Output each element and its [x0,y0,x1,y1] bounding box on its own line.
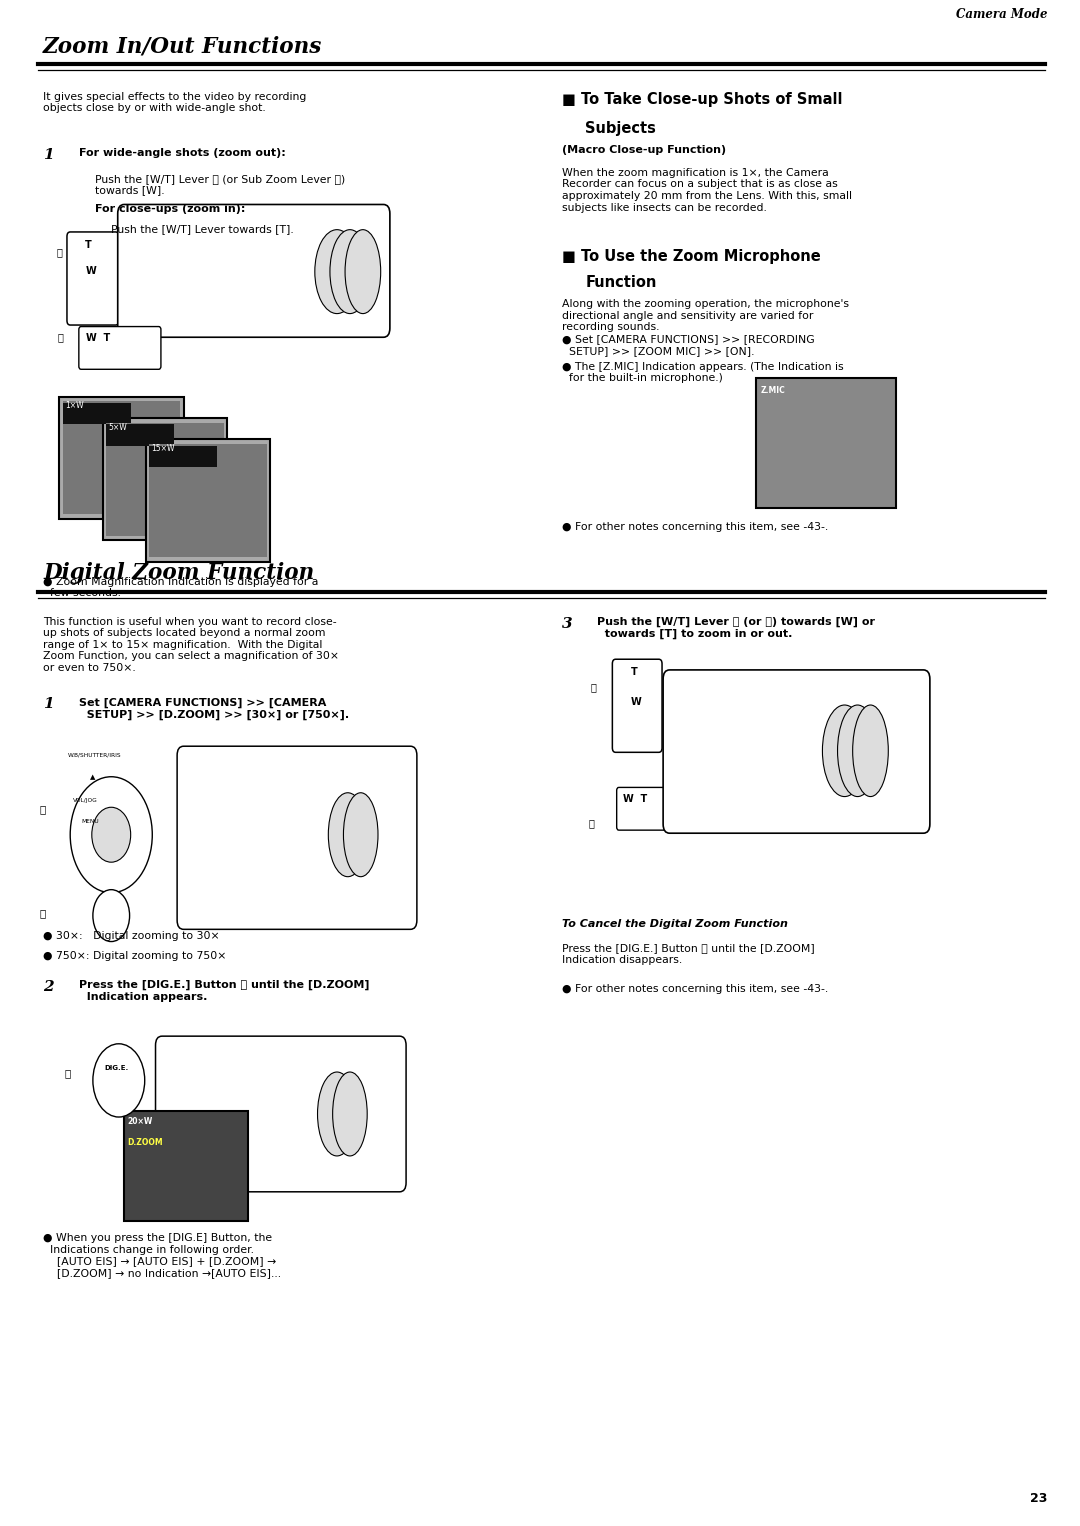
Text: To Cancel the Digital Zoom Function: To Cancel the Digital Zoom Function [562,919,787,929]
Text: ⓢ: ⓢ [56,247,62,258]
Text: This function is useful when you want to record close-
up shots of subjects loca: This function is useful when you want to… [43,617,339,673]
Ellipse shape [314,230,359,314]
Text: Z.MIC: Z.MIC [760,386,785,395]
Text: ● Zoom Magnification Indication is displayed for a
  few seconds.: ● Zoom Magnification Indication is displ… [43,577,319,598]
Text: VOL/JOG: VOL/JOG [73,798,98,803]
Text: ▲: ▲ [90,774,95,780]
Ellipse shape [300,230,348,314]
Circle shape [93,1044,145,1117]
Text: For wide-angle shots (zoom out):: For wide-angle shots (zoom out): [79,148,285,159]
Ellipse shape [302,1071,346,1157]
FancyBboxPatch shape [156,1036,406,1192]
Text: Digital Zoom Function: Digital Zoom Function [43,562,314,583]
Text: Camera Mode: Camera Mode [956,9,1048,21]
Text: 1: 1 [43,697,54,711]
Text: ⓝ: ⓝ [65,1068,71,1079]
Bar [106,424,174,446]
Text: ⓝ: ⓝ [40,908,46,919]
FancyBboxPatch shape [118,204,390,337]
Text: ● 30×:   Digital zooming to 30×: ● 30×: Digital zooming to 30× [43,931,220,942]
Bar [59,397,184,519]
Text: Push the [W/T] Lever ⓟ (or Sub Zoom Lever ⓢ)
towards [W].: Push the [W/T] Lever ⓟ (or Sub Zoom Leve… [95,174,346,195]
Bar [756,378,896,508]
Ellipse shape [823,705,867,797]
Text: T: T [631,667,637,678]
Text: Press the [DIG.E.] Button ⓝ until the [D.ZOOM]
Indication disappears.: Press the [DIG.E.] Button ⓝ until the [D… [562,943,814,964]
Ellipse shape [345,230,380,314]
Text: Set [CAMERA FUNCTIONS] >> [CAMERA
  SETUP] >> [D.ZOOM] >> [30×] or [750×].: Set [CAMERA FUNCTIONS] >> [CAMERA SETUP]… [79,697,349,720]
Text: ⓟ: ⓟ [589,818,594,829]
Text: Along with the zooming operation, the microphone's
directional angle and sensiti: Along with the zooming operation, the mi… [562,299,849,333]
FancyBboxPatch shape [67,232,119,325]
Text: 23: 23 [1030,1491,1048,1505]
Text: 3: 3 [562,617,572,630]
Circle shape [92,807,131,862]
Text: ■ To Use the Zoom Microphone: ■ To Use the Zoom Microphone [562,249,821,264]
FancyBboxPatch shape [79,327,161,369]
Text: ● When you press the [DIG.E] Button, the
  Indications change in following order: ● When you press the [DIG.E] Button, the… [43,1233,281,1277]
Text: 1: 1 [43,148,54,162]
Bar [63,401,180,514]
Bar [124,1111,248,1221]
Text: ■ To Take Close-up Shots of Small: ■ To Take Close-up Shots of Small [562,92,842,107]
Text: 2: 2 [43,980,54,993]
Text: 15×W: 15×W [151,444,175,453]
Text: ● Set [CAMERA FUNCTIONS] >> [RECORDING
  SETUP] >> [ZOOM MIC] >> [ON].: ● Set [CAMERA FUNCTIONS] >> [RECORDING S… [562,334,814,356]
Ellipse shape [853,705,889,797]
Ellipse shape [808,705,855,797]
Text: 5×W: 5×W [108,423,126,432]
Text: Push the [W/T] Lever ⓟ (or ⓢ) towards [W] or
  towards [T] to zoom in or out.: Push the [W/T] Lever ⓟ (or ⓢ) towards [W… [597,617,875,639]
Bar [149,446,217,467]
Text: Subjects: Subjects [585,121,657,136]
Bar [149,444,267,557]
Text: It gives special effects to the video by recording
objects close by or with wide: It gives special effects to the video by… [43,92,307,113]
Text: 20×W: 20×W [127,1117,152,1126]
Ellipse shape [318,1071,356,1157]
Text: W  T: W T [623,794,647,804]
Text: DIG.E.: DIG.E. [105,1065,129,1071]
Text: For close-ups (zoom in):: For close-ups (zoom in): [95,204,245,215]
Text: ● For other notes concerning this item, see -43-.: ● For other notes concerning this item, … [562,984,828,995]
Ellipse shape [330,230,369,314]
FancyBboxPatch shape [663,670,930,833]
Text: ⓝ: ⓝ [40,804,46,815]
Text: (Macro Close-up Function): (Macro Close-up Function) [562,145,726,156]
Bar [146,439,270,562]
Circle shape [93,890,130,942]
Ellipse shape [838,705,878,797]
Text: ● 750×: Digital zooming to 750×: ● 750×: Digital zooming to 750× [43,951,227,961]
Ellipse shape [313,794,356,876]
Text: ● For other notes concerning this item, see -43-.: ● For other notes concerning this item, … [562,522,828,533]
FancyBboxPatch shape [177,746,417,929]
Text: Zoom In/Out Functions: Zoom In/Out Functions [43,35,323,56]
Text: W: W [85,266,96,276]
FancyBboxPatch shape [617,787,699,830]
Ellipse shape [343,794,378,876]
Bar [106,423,224,536]
Text: ● The [Z.MIC] Indication appears. (The Indication is
  for the built-in micropho: ● The [Z.MIC] Indication appears. (The I… [562,362,843,383]
Text: D.ZOOM: D.ZOOM [127,1138,163,1148]
Circle shape [70,777,152,893]
Text: 1×W: 1×W [65,401,83,410]
Text: When the zoom magnification is 1×, the Camera
Recorder can focus on a subject th: When the zoom magnification is 1×, the C… [562,168,852,212]
Text: W  T: W T [86,333,110,343]
Text: Push the [W/T] Lever towards [T].: Push the [W/T] Lever towards [T]. [111,224,294,235]
FancyBboxPatch shape [612,659,662,752]
Text: MENU: MENU [81,819,98,824]
Text: W.B/SHUTTER/IRIS: W.B/SHUTTER/IRIS [68,752,122,757]
Text: ⓟ: ⓟ [57,333,63,343]
Bar [63,403,131,424]
Text: W: W [631,697,642,708]
Text: ⓢ: ⓢ [591,682,596,693]
Ellipse shape [333,1071,367,1157]
Ellipse shape [328,794,367,876]
Text: Press the [DIG.E.] Button ⓝ until the [D.ZOOM]
  Indication appears.: Press the [DIG.E.] Button ⓝ until the [D… [79,980,369,1001]
Bar [103,418,227,540]
Text: T: T [85,240,92,250]
Text: Function: Function [585,275,657,290]
